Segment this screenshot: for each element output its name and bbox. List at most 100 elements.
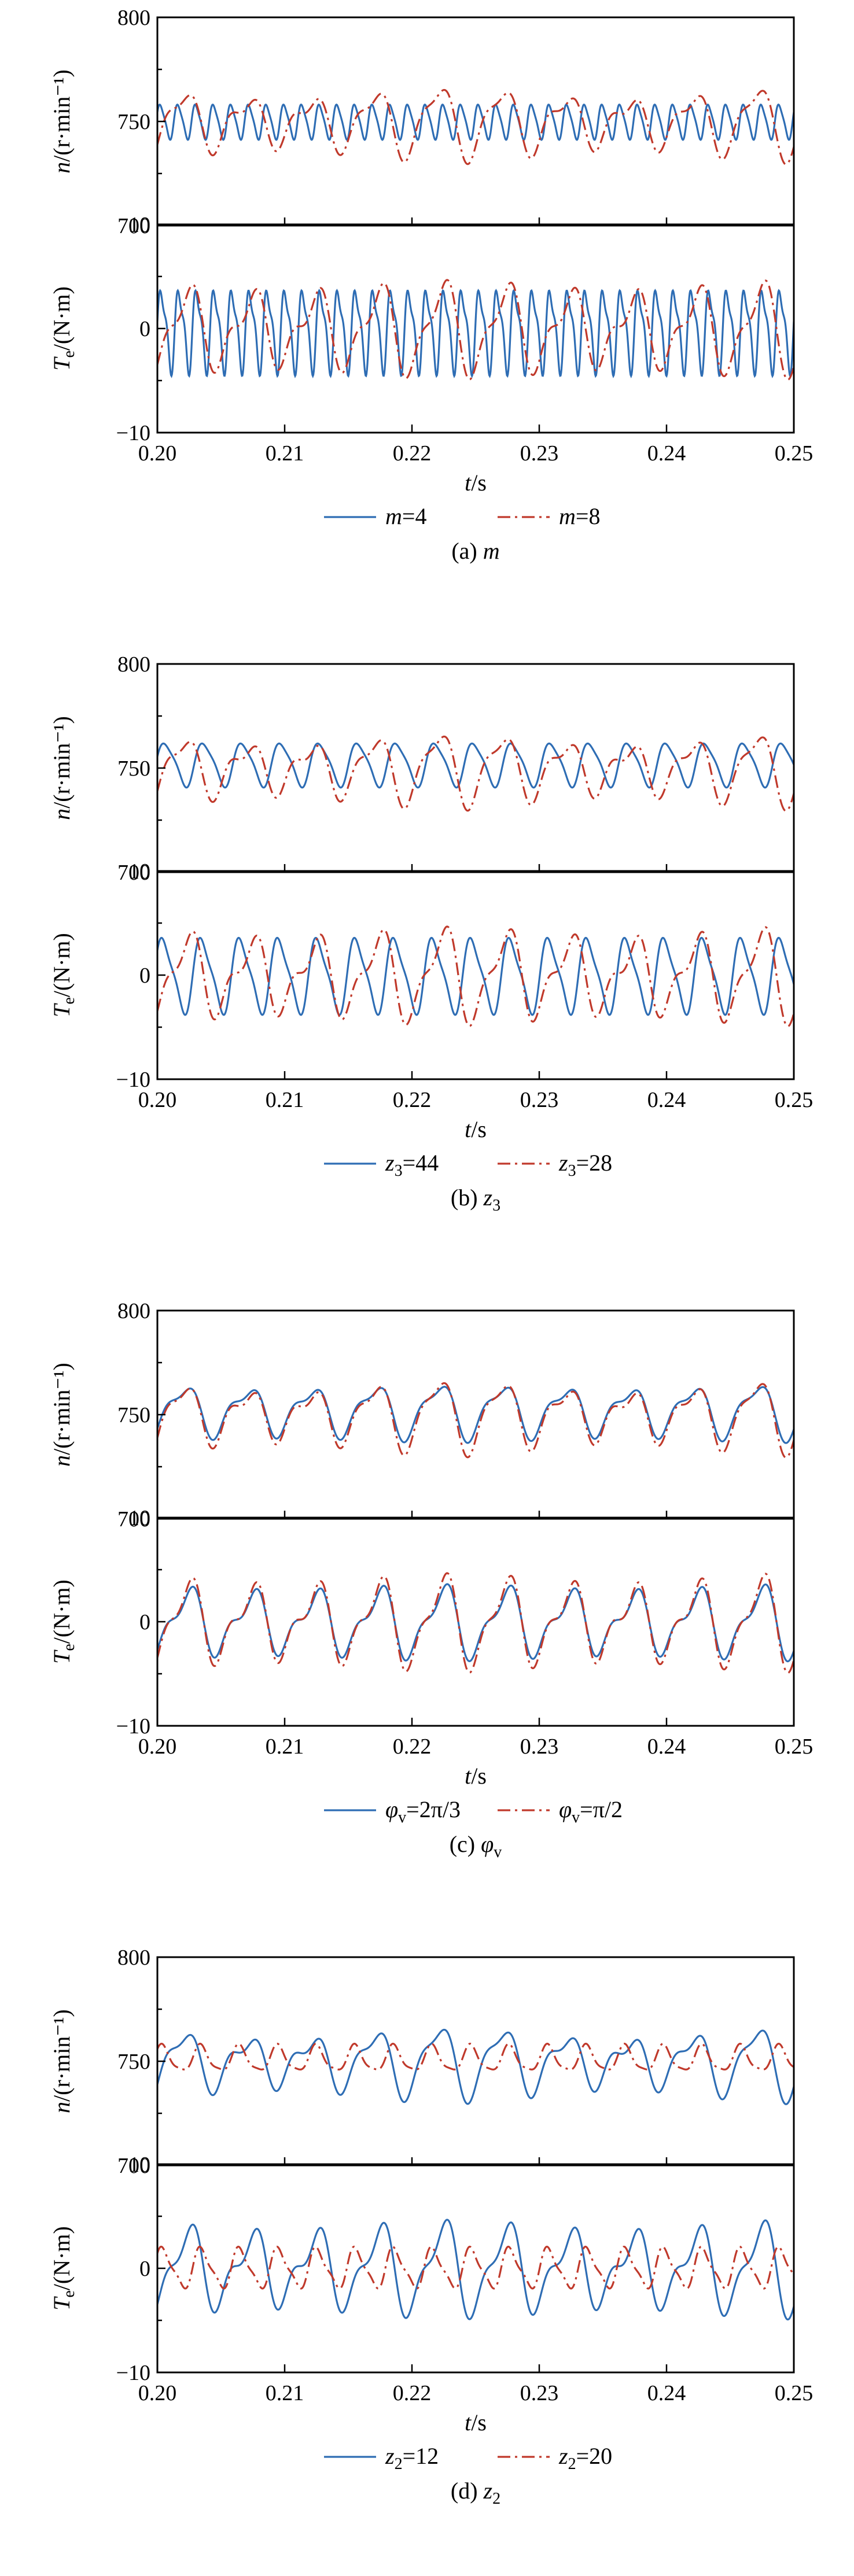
speed-panel: 700 750 800 n/(r·min⁻¹) [49,1299,795,1531]
x-tick-label: 0.21 [266,1734,304,1759]
x-tick-label: 0.24 [647,2381,686,2405]
legend: z3=44 z3=28 [324,1150,612,1180]
figure-caption: (d) z2 [451,2478,500,2508]
y-tick-label: 0 [139,964,150,988]
x-tick-label: 0.22 [393,441,432,466]
figure-caption: (c) φv [450,1831,502,1861]
series-line-2 [157,279,794,381]
y-tick-label: 10 [128,1506,150,1530]
y-tick-label: −10 [116,2361,150,2385]
series-line-1 [157,2028,794,2105]
legend-label-2: z3=28 [558,1150,612,1180]
x-tick-label: 0.22 [393,1734,432,1759]
figure-caption: (b) z3 [451,1184,500,1215]
legend-label-2: m=8 [559,503,600,529]
x-tick-label: 0.20 [138,2381,177,2405]
y-axis-label: Te/(N·m) [49,933,78,1017]
x-axis-label: t/s [465,1116,487,1142]
torque-panel: −10 0 10 Te/(N·m) [49,1506,795,1739]
plot-frame [156,663,795,873]
y-tick-label: 10 [128,213,150,237]
y-tick-label: 0 [139,2257,150,2281]
torque-panel: −10 0 10 Te/(N·m) [49,859,795,1092]
y-tick-label: 700 [117,2154,150,2178]
x-tick-label: 0.20 [138,441,177,466]
series-line-2 [157,735,794,812]
x-tick-label: 0.23 [520,1734,559,1759]
y-tick-label: 800 [117,1299,150,1323]
x-tick-label: 0.21 [266,1088,304,1112]
series-line-2 [157,925,794,1028]
x-tick-label: 0.22 [393,1088,432,1112]
x-tick-label: 0.23 [520,2381,559,2405]
legend: m=4 m=8 [324,503,600,529]
series-line-1 [157,1386,794,1444]
x-tick-label: 0.25 [775,441,813,466]
x-tick-label: 0.24 [647,1734,686,1759]
torque-panel: −10 0 10 Te/(N·m) [49,2153,795,2385]
y-axis-label: n/(r·min⁻¹) [49,1363,75,1467]
y-tick-label: 750 [117,110,150,134]
y-tick-label: 750 [117,756,150,781]
plot-frame [156,1516,795,1727]
x-tick-label: 0.23 [520,1088,559,1112]
y-tick-label: 700 [117,1507,150,1531]
x-tick-label: 0.20 [138,1734,177,1759]
series-line-1 [157,742,794,789]
legend-label-1: z2=12 [385,2443,439,2473]
series-line-2 [157,1382,794,1459]
x-tick-label: 0.25 [775,2381,813,2405]
y-tick-label: 10 [128,2153,150,2177]
y-tick-label: 0 [139,1610,150,1634]
series-line-2 [157,2245,794,2290]
series-line-2 [157,88,794,165]
speed-panel: 700 750 800 n/(r·min⁻¹) [49,6,795,238]
legend-label-1: φv=2π/3 [385,1796,461,1826]
series-line-2 [157,1572,794,1674]
x-tick-label: 0.22 [393,2381,432,2405]
figure-d: 700 750 800 n/(r·min⁻¹) −10 0 10 Te/(N·m) 0.20 0.… [49,1946,813,2508]
y-tick-label: 750 [117,1403,150,1427]
x-tick-label: 0.25 [775,1734,813,1759]
x-tick-label: 0.24 [647,441,686,466]
x-tick-label: 0.24 [647,1088,686,1112]
y-axis-label: n/(r·min⁻¹) [49,2009,75,2113]
figure-a: 700 750 800 n/(r·min⁻¹) −10 0 10 Te/(N·m) 0.20 0.… [49,6,813,564]
x-tick-label: 0.25 [775,1088,813,1112]
plot-frame [156,870,795,1080]
figure-b: 700 750 800 n/(r·min⁻¹) −10 0 10 Te/(N·m) 0.20 0.… [49,652,813,1215]
legend: z2=12 z2=20 [324,2443,612,2473]
y-tick-label: −10 [116,1714,150,1739]
y-axis-label: Te/(N·m) [49,1579,78,1664]
x-axis-label: t/s [465,1763,487,1789]
series-line-2 [157,2042,794,2071]
x-axis-label: t/s [465,470,487,496]
figure-caption: (a) m [451,538,499,564]
y-tick-label: 700 [117,214,150,238]
y-tick-label: 800 [117,652,150,677]
y-tick-label: 800 [117,1946,150,1970]
series-line-1 [157,2219,794,2321]
speed-panel: 700 750 800 n/(r·min⁻¹) [49,652,795,885]
y-tick-label: 0 [139,317,150,341]
y-tick-label: 800 [117,6,150,30]
plot-frame [156,1956,795,2167]
y-axis-label: n/(r·min⁻¹) [49,69,75,174]
y-axis-label: Te/(N·m) [49,2226,78,2311]
legend-label-2: z2=20 [558,2443,612,2473]
y-tick-label: −10 [116,1068,150,1092]
speed-panel: 700 750 800 n/(r·min⁻¹) [49,1946,795,2178]
y-tick-label: 700 [117,861,150,885]
series-line-1 [157,103,794,141]
series-line-1 [157,1583,794,1663]
y-axis-label: Te/(N·m) [49,286,78,371]
plot-frame [156,2163,795,2374]
y-tick-label: −10 [116,421,150,445]
x-tick-label: 0.23 [520,441,559,466]
plot-frame [156,1309,795,1520]
figure-c: 700 750 800 n/(r·min⁻¹) −10 0 10 Te/(N·m) 0.20 0.… [49,1299,813,1861]
x-tick-label: 0.21 [266,2381,304,2405]
y-tick-label: 10 [128,859,150,884]
x-tick-label: 0.21 [266,441,304,466]
legend-label-1: m=4 [385,503,426,529]
